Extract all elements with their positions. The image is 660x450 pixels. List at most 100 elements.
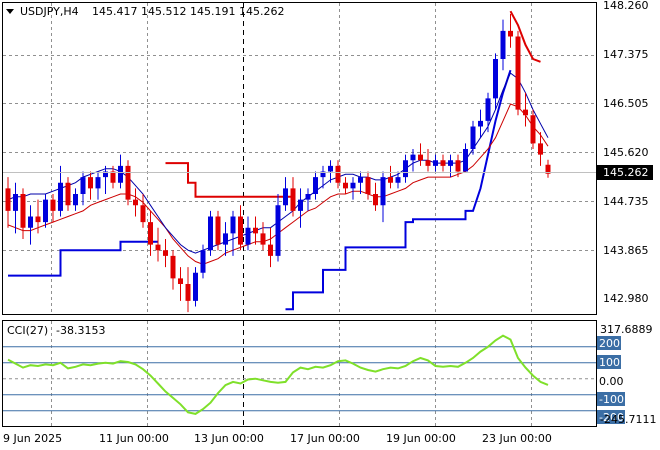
candle — [155, 227, 161, 262]
candle-body — [88, 177, 93, 189]
price-label-146-505: 146.505 — [603, 97, 649, 110]
candle-body — [260, 233, 266, 245]
candle-body — [103, 171, 108, 178]
trailing-stop-segment-3 — [285, 69, 512, 311]
candle — [313, 171, 318, 200]
time-label-9-jun: 9 Jun 2025 — [3, 432, 62, 445]
candle — [118, 154, 123, 189]
candle-body — [35, 216, 41, 223]
candle — [425, 149, 431, 172]
candle-body — [418, 154, 423, 161]
cci-max-label: 317.6889 — [600, 323, 653, 336]
candle-body — [388, 177, 393, 183]
close-price: 145.262 — [239, 5, 285, 18]
open-price: 145.417 — [92, 5, 138, 18]
cci-level-100: 100 — [599, 356, 620, 369]
candle — [163, 239, 168, 268]
candle-body — [508, 30, 513, 37]
candle — [268, 227, 273, 268]
candle-body — [155, 244, 161, 251]
price-label-144-735: 144.735 — [603, 195, 649, 208]
candle-body — [440, 160, 446, 166]
candle-body — [148, 222, 153, 245]
candle — [290, 177, 296, 217]
price-label-147-375: 147.375 — [603, 48, 649, 61]
candle — [193, 267, 198, 307]
cci-level-tag-200 — [597, 336, 621, 350]
candle-body — [343, 182, 348, 189]
candle — [455, 154, 461, 178]
cci-level-200: 200 — [599, 337, 620, 350]
candle-body — [208, 216, 213, 251]
candle-body — [395, 177, 401, 183]
candle-body — [253, 227, 258, 234]
candle — [530, 109, 536, 149]
candle-body — [185, 284, 191, 301]
candle-body — [485, 98, 491, 121]
candle — [13, 182, 18, 234]
candle — [238, 205, 243, 251]
candle — [245, 216, 251, 251]
candle-body — [50, 199, 56, 211]
low-price: 145.191 — [190, 5, 236, 18]
candle-body — [133, 199, 138, 206]
candle-body — [335, 165, 341, 183]
dropdown-triangle-icon[interactable] — [6, 9, 14, 14]
cci-axis[interactable]: 317.6889 200 100 0.00 -100 -200 -245.711… — [597, 323, 656, 426]
time-label-17-jun: 17 Jun 00:00 — [290, 432, 360, 445]
cci-level-tag-minus-200 — [597, 410, 625, 424]
candle — [365, 171, 371, 200]
price-axis[interactable]: 148.260 147.375 146.505 145.620 144.735 … — [597, 0, 653, 305]
candle-body — [538, 143, 543, 155]
cci-level-0: 0.00 — [599, 375, 624, 388]
time-axis[interactable]: 9 Jun 2025 11 Jun 00:00 13 Jun 00:00 17 … — [3, 432, 552, 445]
candle-body — [545, 164, 551, 174]
cci-value: -38.3153 — [56, 324, 105, 337]
trailing-stop-segment-1 — [8, 240, 158, 277]
candle-body — [380, 177, 386, 206]
candle-body — [110, 171, 116, 183]
candle-body — [283, 188, 288, 206]
candle — [493, 53, 498, 110]
candle-body — [65, 182, 71, 206]
candle-body — [28, 216, 33, 228]
time-label-11-jun: 11 Jun 00:00 — [99, 432, 169, 445]
candle-body — [43, 199, 48, 223]
candle — [58, 165, 63, 217]
candle — [343, 177, 348, 194]
candle-body — [313, 177, 318, 194]
symbol-header: USDJPY,H4 145.417 145.512 145.191 145.26… — [6, 5, 285, 18]
candle-body — [275, 205, 281, 256]
candle — [5, 177, 11, 228]
price-label-143-865: 143.865 — [603, 244, 649, 257]
trailing-stop-segment-2 — [165, 162, 293, 198]
candle — [275, 194, 281, 262]
candle-body — [433, 160, 438, 166]
candle — [95, 171, 101, 200]
candle — [28, 205, 33, 245]
cci-level-minus-100: -100 — [599, 393, 624, 406]
candle — [373, 182, 378, 211]
candle-body — [215, 216, 221, 245]
candle-body — [80, 177, 86, 194]
candle-body — [118, 165, 123, 183]
candle-body — [193, 272, 198, 301]
candle-body — [358, 177, 363, 183]
cci-min-label: -245.7111 — [600, 413, 656, 426]
candle — [260, 222, 266, 251]
candle — [125, 160, 131, 206]
candle — [298, 188, 303, 228]
candle — [418, 143, 423, 166]
candle — [328, 160, 333, 183]
cci-line-group — [7, 334, 549, 415]
price-label-148-260: 148.260 — [603, 0, 649, 12]
candle-body — [13, 194, 18, 211]
candle-body — [5, 188, 11, 211]
candle — [140, 194, 146, 228]
candle-body — [500, 30, 506, 59]
candle — [283, 177, 288, 211]
candle — [148, 210, 153, 256]
candle — [335, 160, 341, 189]
candle-body — [200, 250, 206, 273]
